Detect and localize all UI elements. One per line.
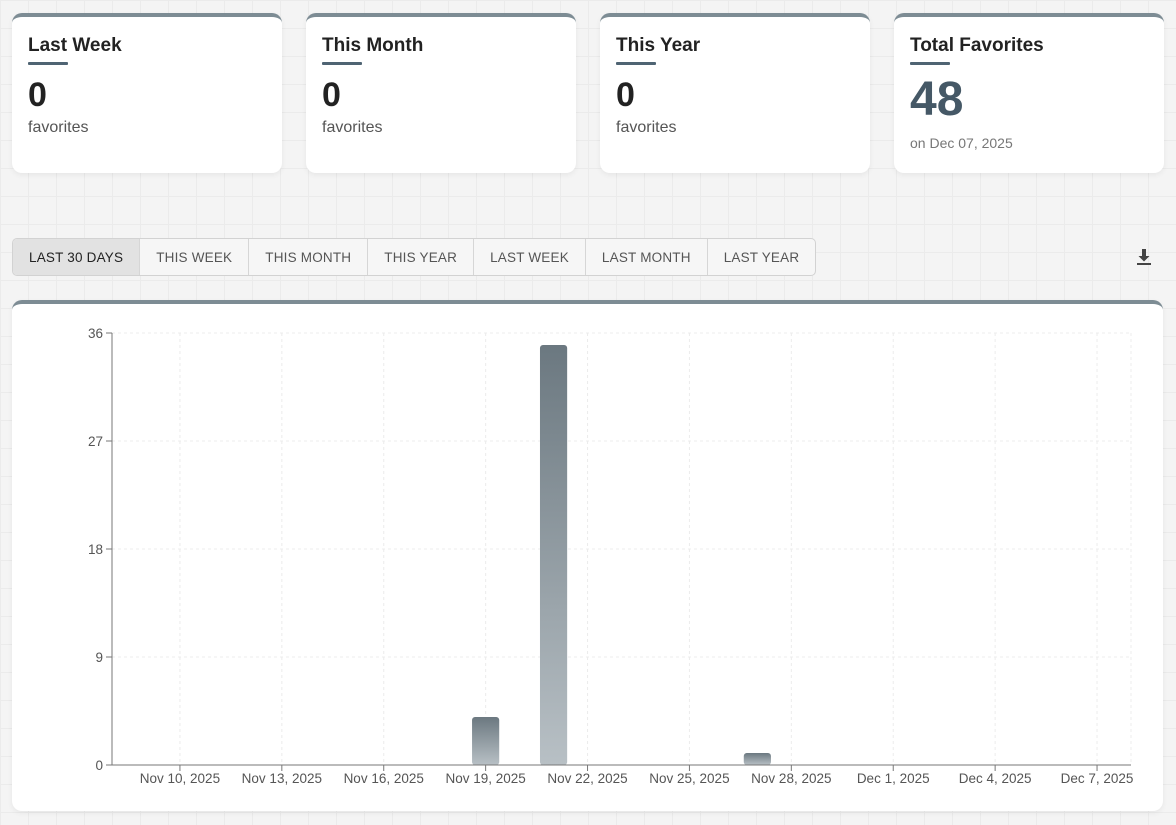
favorites-chart: 0 9 18 27 36 Nov 10, 2025 Nov 13, 2025 Nov 16, … bbox=[12, 300, 1163, 811]
card-value: 48 bbox=[910, 73, 964, 126]
tab-last-year[interactable]: LAST YEAR bbox=[723, 249, 800, 265]
card-value: 0 bbox=[616, 76, 635, 114]
card-subtitle: favorites bbox=[616, 119, 677, 136]
card-title: Total Favorites bbox=[910, 35, 1044, 56]
tab-last-month[interactable]: LAST MONTH bbox=[586, 239, 708, 275]
card-subtitle: favorites bbox=[28, 119, 89, 136]
title-underline bbox=[616, 62, 656, 65]
tab-last-week[interactable]: LAST WEEK bbox=[474, 239, 586, 275]
stat-card-last-week: Last Week 0 favorites bbox=[12, 13, 282, 173]
x-tick-label: Dec 7, 2025 bbox=[1061, 771, 1134, 786]
y-tick-label: 36 bbox=[88, 326, 103, 341]
x-tick-label: Nov 25, 2025 bbox=[649, 771, 729, 786]
y-tick-label: 27 bbox=[88, 434, 103, 449]
card-title: This Year bbox=[616, 35, 701, 56]
card-value: 0 bbox=[322, 76, 341, 114]
x-tick-label: Nov 28, 2025 bbox=[751, 771, 831, 786]
stat-card-this-year: This Year 0 favorites bbox=[600, 13, 870, 173]
y-tick-label: 0 bbox=[95, 758, 103, 773]
card-value: 0 bbox=[28, 76, 47, 114]
tab-last-30-days[interactable]: LAST 30 DAYS bbox=[13, 239, 141, 275]
download-icon[interactable] bbox=[1134, 247, 1154, 267]
chart-bar bbox=[472, 717, 500, 765]
title-underline bbox=[28, 62, 68, 65]
x-tick-label: Nov 10, 2025 bbox=[140, 771, 220, 786]
x-tick-label: Dec 4, 2025 bbox=[959, 771, 1032, 786]
x-tick-label: Nov 22, 2025 bbox=[547, 771, 627, 786]
card-subtitle: on Dec 07, 2025 bbox=[910, 135, 1013, 151]
chart-svg: 0 9 18 27 36 Nov 10, 2025 Nov 13, 2025 Nov 16, … bbox=[88, 326, 1134, 786]
tab-this-month[interactable]: THIS MONTH bbox=[249, 239, 369, 275]
x-tick-label: Nov 16, 2025 bbox=[344, 771, 424, 786]
title-underline bbox=[322, 62, 362, 65]
tab-this-week[interactable]: THIS WEEK bbox=[140, 239, 250, 275]
stat-card-this-month: This Month 0 favorites bbox=[306, 13, 576, 173]
card-subtitle: favorites bbox=[322, 119, 383, 136]
x-tick-label: Nov 19, 2025 bbox=[445, 771, 525, 786]
x-tick-label: Dec 1, 2025 bbox=[857, 771, 930, 786]
y-tick-label: 18 bbox=[88, 542, 103, 557]
card-title: This Month bbox=[322, 35, 424, 56]
chart-bar bbox=[743, 753, 771, 765]
card-title: Last Week bbox=[28, 35, 122, 56]
tab-this-year[interactable]: THIS YEAR bbox=[368, 239, 475, 275]
y-tick-label: 9 bbox=[95, 650, 103, 665]
stat-card-total-favorites: Total Favorites 48 on Dec 07, 2025 bbox=[894, 13, 1164, 173]
chart-bar bbox=[539, 345, 568, 765]
range-tabs: LAST 30 DAYS THIS WEEK THIS MONTH THIS Y… bbox=[12, 238, 817, 276]
title-underline bbox=[910, 62, 950, 65]
x-tick-label: Nov 13, 2025 bbox=[242, 771, 322, 786]
